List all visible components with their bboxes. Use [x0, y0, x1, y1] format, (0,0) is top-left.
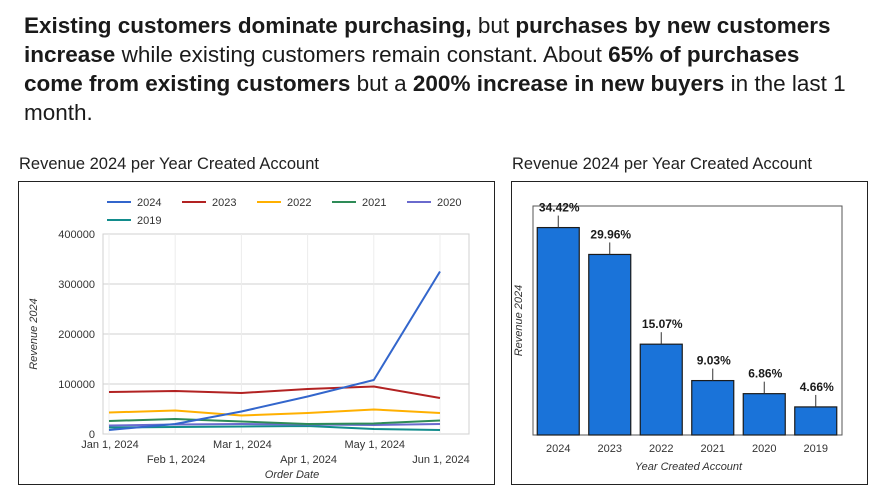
- bar-chart-panel: 34.42% 2024 29.96% 2023 15.07% 2022 9.03% 2021 6…: [511, 181, 868, 485]
- x-tick-label: Feb 1, 2024: [147, 454, 206, 466]
- line-chart-panel: 0 100000 200000 300000 400000 Jan 1, 2024 Mar …: [18, 181, 495, 485]
- legend-label-2024: 2024: [137, 197, 161, 209]
- legend-label-2020: 2020: [437, 197, 461, 209]
- x-tick-label: May 1, 2024: [345, 439, 406, 451]
- data-label: 29.96%: [590, 227, 631, 241]
- x-tick-label: 2019: [804, 443, 828, 455]
- series-line-2022: [108, 408, 441, 417]
- y-axis-title: Revenue 2024: [513, 285, 525, 357]
- bar-2023: [588, 253, 632, 436]
- plot-area: [532, 205, 843, 436]
- data-label: 34.42%: [539, 201, 580, 215]
- headline-segment: 200% increase in new buyers: [412, 71, 725, 96]
- data-label: 9.03%: [697, 354, 731, 368]
- legend-label-2023: 2023: [212, 197, 236, 209]
- headline-segment: 65% of purchases come from existing cust…: [24, 42, 800, 96]
- headline-segment: while existing customers remain constant…: [115, 42, 609, 67]
- x-tick-label: 2021: [701, 443, 725, 455]
- x-tick-label: Mar 1, 2024: [213, 439, 272, 451]
- legend-label-2022: 2022: [287, 197, 311, 209]
- headline-segment: Existing customers dominate purchasing,: [24, 13, 472, 38]
- y-tick-label: 400000: [58, 229, 95, 241]
- series-line-2019: [108, 425, 441, 431]
- headline-segment: purchases by new customers increase: [24, 13, 831, 67]
- headline-text: Existing customers dominate purchasing, …: [24, 11, 864, 127]
- y-axis-title: Revenue 2024: [28, 298, 40, 370]
- data-label: 4.66%: [800, 380, 834, 394]
- series-line-2021: [108, 418, 441, 425]
- x-tick-label: 2022: [649, 443, 673, 455]
- bar-2021: [691, 379, 735, 436]
- headline-segment: but a: [350, 71, 413, 96]
- bar-chart-title: Revenue 2024 per Year Created Account: [512, 155, 812, 173]
- x-tick-label: 2024: [546, 443, 570, 455]
- data-label: 6.86%: [748, 367, 782, 381]
- headline-segment: but: [471, 13, 516, 38]
- x-tick-label: Jan 1, 2024: [81, 439, 139, 451]
- data-label: 15.07%: [642, 317, 683, 331]
- bar-2024: [536, 226, 580, 436]
- x-axis-title: Order Date: [265, 469, 319, 481]
- y-tick-label: 0: [89, 429, 95, 441]
- bar-2020: [742, 393, 786, 436]
- x-tick-label: 2020: [752, 443, 776, 455]
- x-tick-label: Jun 1, 2024: [412, 454, 470, 466]
- x-tick-label: 2023: [598, 443, 622, 455]
- bar-chart: 34.42% 2024 29.96% 2023 15.07% 2022 9.03% 2021 6…: [513, 201, 843, 473]
- legend-label-2021: 2021: [362, 197, 386, 209]
- series-line-2023: [108, 385, 441, 399]
- series-line-2024: [108, 270, 441, 431]
- y-tick-label: 200000: [58, 329, 95, 341]
- headline-segment: in the last 1 month.: [24, 71, 846, 125]
- y-tick-label: 100000: [58, 379, 95, 391]
- line-chart-title: Revenue 2024 per Year Created Account: [19, 155, 319, 173]
- line-chart: 0 100000 200000 300000 400000 Jan 1, 2024 Mar …: [28, 197, 470, 481]
- x-tick-label: Apr 1, 2024: [280, 454, 337, 466]
- legend-label-2019: 2019: [137, 215, 161, 227]
- x-axis-title: Year Created Account: [635, 461, 743, 473]
- bar-2019: [794, 406, 838, 436]
- y-tick-label: 300000: [58, 279, 95, 291]
- bar-2022: [639, 343, 683, 436]
